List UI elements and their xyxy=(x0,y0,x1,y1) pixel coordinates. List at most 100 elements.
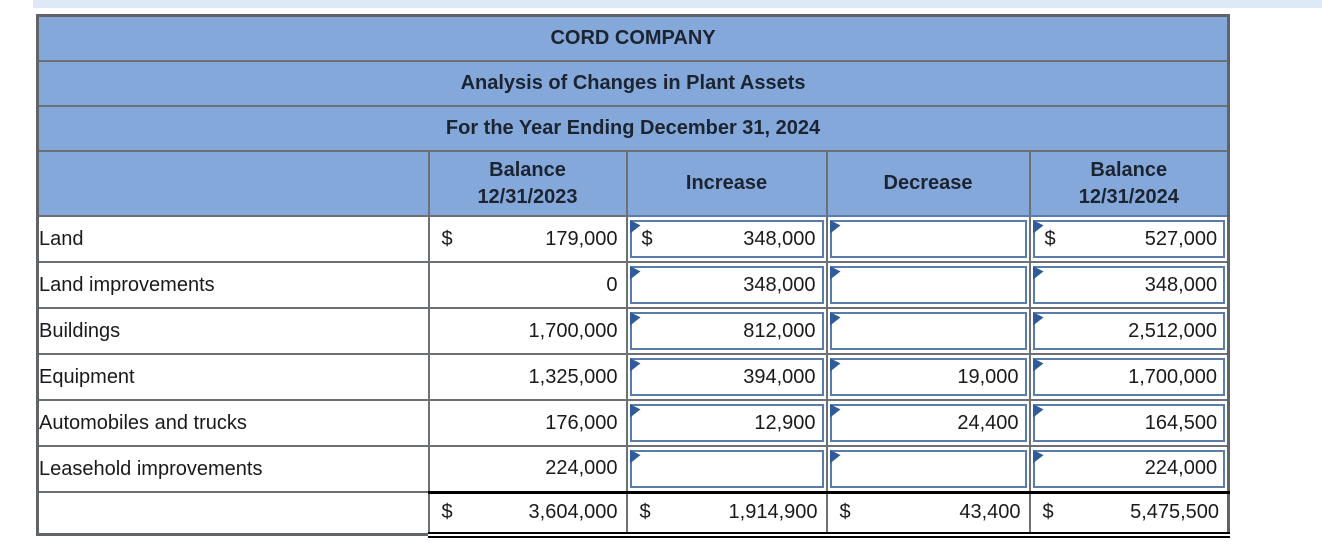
increase-input[interactable]: 394,000 xyxy=(629,358,824,396)
decrease-cell: 24,400 xyxy=(825,399,1031,447)
increase-cell: 12,900 xyxy=(625,399,828,447)
table-period-row: For the Year Ending December 31, 2024 xyxy=(36,105,1230,152)
cell-flag-icon xyxy=(629,312,641,326)
balance-2023-cell: 1,325,000 xyxy=(427,353,628,401)
decrease-cell: 19,000 xyxy=(825,353,1031,401)
cell-flag-icon xyxy=(829,220,841,234)
dollar-sign: $ xyxy=(441,227,453,250)
header-decrease: Decrease xyxy=(825,150,1031,217)
increase-cell xyxy=(625,445,828,493)
total-balance-2023: $3,604,000 xyxy=(427,490,628,538)
dollar-sign: $ xyxy=(639,501,651,523)
cell-flag-icon xyxy=(829,404,841,418)
balance-2023-cell: 224,000 xyxy=(427,445,628,493)
top-panel-edge xyxy=(33,0,1322,8)
balance-2024-cell: $527,000 xyxy=(1028,215,1230,263)
totals-row: $3,604,000 $1,914,900 $43,400 $5,475,500 xyxy=(36,490,1230,538)
cell-flag-icon xyxy=(1032,220,1044,234)
balance-2024-input[interactable]: 2,512,000 xyxy=(1032,312,1226,350)
total-decrease: $43,400 xyxy=(825,490,1031,538)
column-header-row: Balance 12/31/2023 Increase Decrease Bal… xyxy=(36,150,1230,217)
table-row-buildings: Buildings 1,700,000 812,000 2,512,000 xyxy=(36,307,1230,355)
table-title-row: CORD COMPANY xyxy=(36,14,1230,62)
company-name: CORD COMPANY xyxy=(36,14,1230,62)
increase-cell: 394,000 xyxy=(625,353,828,401)
header-increase: Increase xyxy=(625,150,828,217)
row-label: Buildings xyxy=(36,307,430,355)
total-row-label xyxy=(36,491,430,536)
decrease-input[interactable] xyxy=(829,266,1027,304)
table-row-leasehold: Leasehold improvements 224,000 224,000 xyxy=(36,445,1230,493)
total-increase: $1,914,900 xyxy=(625,490,828,538)
balance-2024-input[interactable]: 224,000 xyxy=(1032,449,1226,488)
dollar-sign: $ xyxy=(441,501,453,523)
decrease-input[interactable]: 24,400 xyxy=(829,404,1027,442)
row-label: Land improvements xyxy=(36,261,430,309)
table-row-land: Land $179,000 $348,000 $527,000 xyxy=(36,215,1230,263)
cell-flag-icon xyxy=(829,266,841,280)
dollar-sign: $ xyxy=(641,227,653,250)
decrease-input[interactable] xyxy=(829,220,1027,258)
balance-2024-cell: 348,000 xyxy=(1028,261,1230,309)
plant-assets-table: CORD COMPANY Analysis of Changes in Plan… xyxy=(36,14,1231,538)
balance-2023-cell: 1,700,000 xyxy=(427,307,628,355)
increase-cell: 812,000 xyxy=(625,307,828,355)
cell-flag-icon xyxy=(629,220,641,234)
balance-2024-input[interactable]: 164,500 xyxy=(1032,404,1226,442)
balance-2024-input[interactable]: $527,000 xyxy=(1032,220,1226,258)
decrease-input[interactable] xyxy=(829,312,1027,350)
dollar-sign: $ xyxy=(839,501,851,523)
increase-input[interactable]: 812,000 xyxy=(629,312,824,350)
decrease-input[interactable] xyxy=(829,449,1027,488)
balance-2023-cell: 176,000 xyxy=(427,399,628,447)
cell-flag-icon xyxy=(1032,449,1044,464)
increase-input[interactable]: 348,000 xyxy=(629,266,824,304)
cell-flag-icon xyxy=(1032,312,1044,326)
balance-2024-cell: 224,000 xyxy=(1028,445,1230,493)
balance-2024-cell: 164,500 xyxy=(1028,399,1230,447)
increase-input[interactable]: 12,900 xyxy=(629,404,824,442)
header-balance-2024: Balance 12/31/2024 xyxy=(1028,150,1230,217)
decrease-cell xyxy=(825,307,1031,355)
balance-2023-cell: $179,000 xyxy=(427,215,628,263)
balance-2023-cell: 0 xyxy=(427,261,628,309)
decrease-cell xyxy=(825,261,1031,309)
cell-flag-icon xyxy=(1032,404,1044,418)
table-row-land-improvements: Land improvements 0 348,000 348,000 xyxy=(36,261,1230,309)
dollar-sign: $ xyxy=(1042,501,1054,523)
cell-flag-icon xyxy=(629,358,641,372)
plant-assets-worksheet: CORD COMPANY Analysis of Changes in Plan… xyxy=(36,14,1231,538)
increase-cell: $348,000 xyxy=(625,215,828,263)
increase-input[interactable] xyxy=(629,449,824,488)
row-label: Equipment xyxy=(36,353,430,401)
decrease-cell xyxy=(825,445,1031,493)
dollar-sign: $ xyxy=(1044,227,1056,250)
cell-flag-icon xyxy=(1032,358,1044,372)
cell-flag-icon xyxy=(829,449,841,464)
row-label: Land xyxy=(36,215,430,263)
cell-flag-icon xyxy=(629,404,641,418)
table-subtitle-row: Analysis of Changes in Plant Assets xyxy=(36,60,1230,107)
balance-2024-input[interactable]: 348,000 xyxy=(1032,266,1226,304)
header-row-label xyxy=(36,150,430,217)
decrease-cell xyxy=(825,215,1031,263)
statement-period: For the Year Ending December 31, 2024 xyxy=(36,105,1230,152)
row-label: Leasehold improvements xyxy=(36,445,430,493)
total-balance-2024: $5,475,500 xyxy=(1028,490,1230,538)
table-row-automobiles: Automobiles and trucks 176,000 12,900 24… xyxy=(36,399,1230,447)
cell-flag-icon xyxy=(829,312,841,326)
cell-flag-icon xyxy=(629,449,641,464)
row-label: Automobiles and trucks xyxy=(36,399,430,447)
statement-title: Analysis of Changes in Plant Assets xyxy=(36,60,1230,107)
balance-2024-cell: 2,512,000 xyxy=(1028,307,1230,355)
increase-input[interactable]: $348,000 xyxy=(629,220,824,258)
cell-flag-icon xyxy=(829,358,841,372)
balance-2024-input[interactable]: 1,700,000 xyxy=(1032,358,1226,396)
balance-2024-cell: 1,700,000 xyxy=(1028,353,1230,401)
cell-flag-icon xyxy=(629,266,641,280)
decrease-input[interactable]: 19,000 xyxy=(829,358,1027,396)
header-balance-2023: Balance 12/31/2023 xyxy=(427,150,628,217)
cell-flag-icon xyxy=(1032,266,1044,280)
increase-cell: 348,000 xyxy=(625,261,828,309)
table-row-equipment: Equipment 1,325,000 394,000 19,000 1,700… xyxy=(36,353,1230,401)
